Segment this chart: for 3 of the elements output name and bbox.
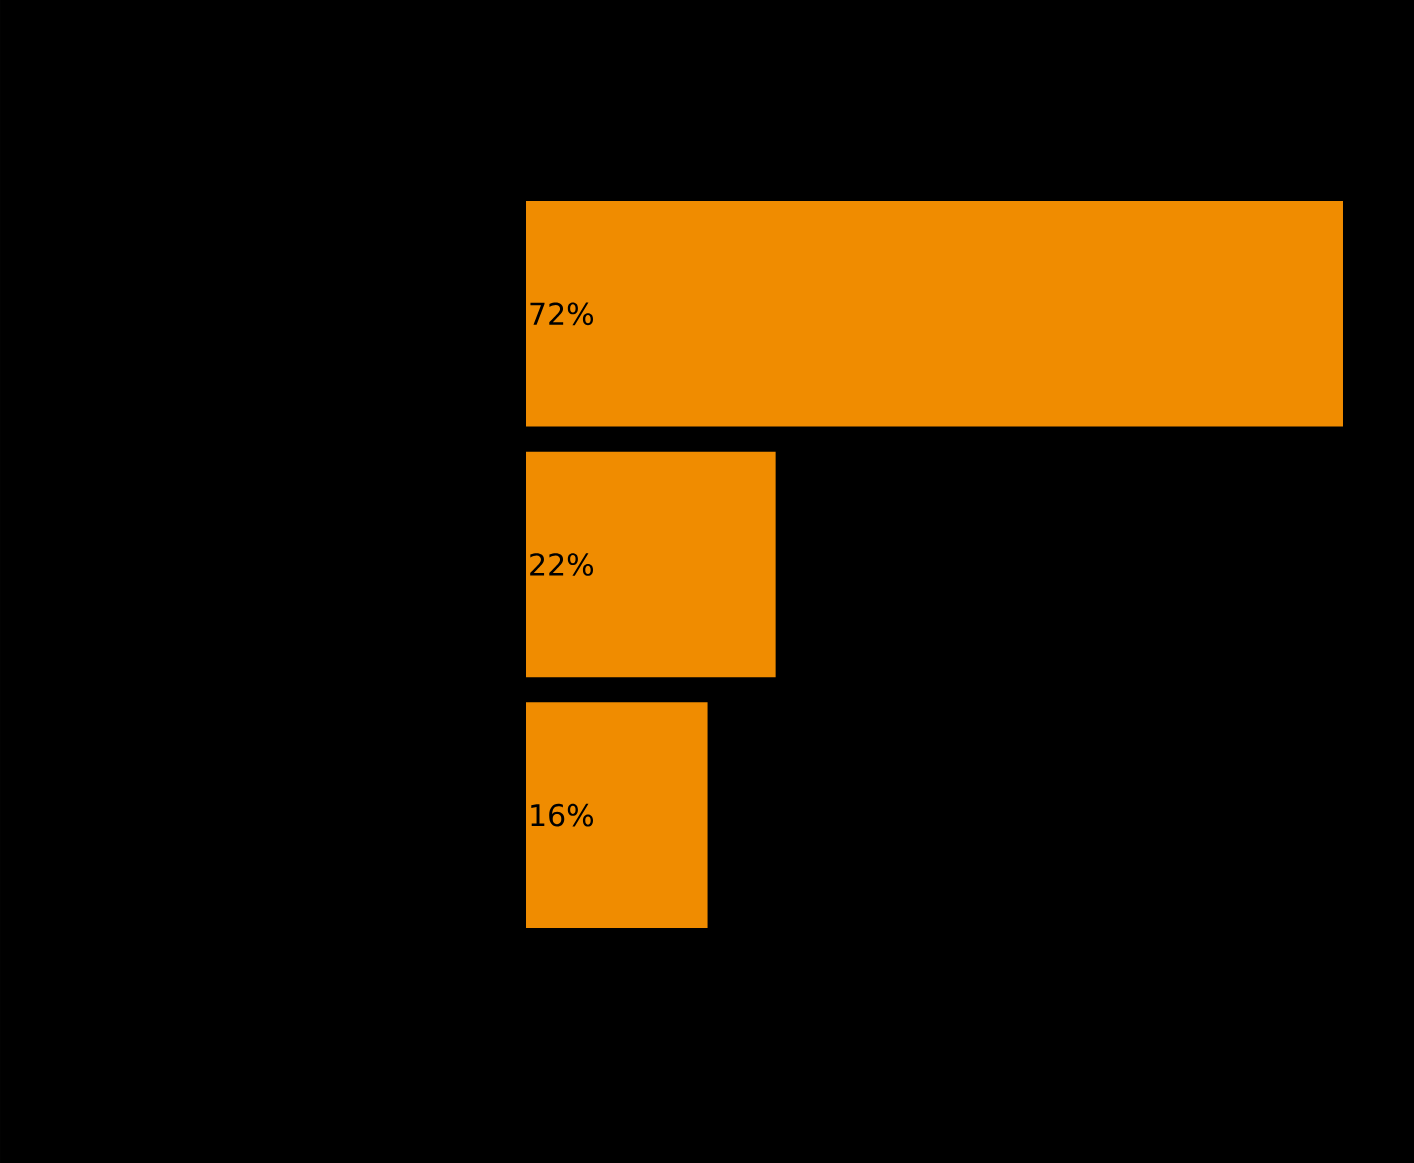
data-label: 72% — [530, 302, 594, 326]
data-label: 16% — [531, 803, 594, 827]
data-label: 22% — [530, 553, 594, 576]
